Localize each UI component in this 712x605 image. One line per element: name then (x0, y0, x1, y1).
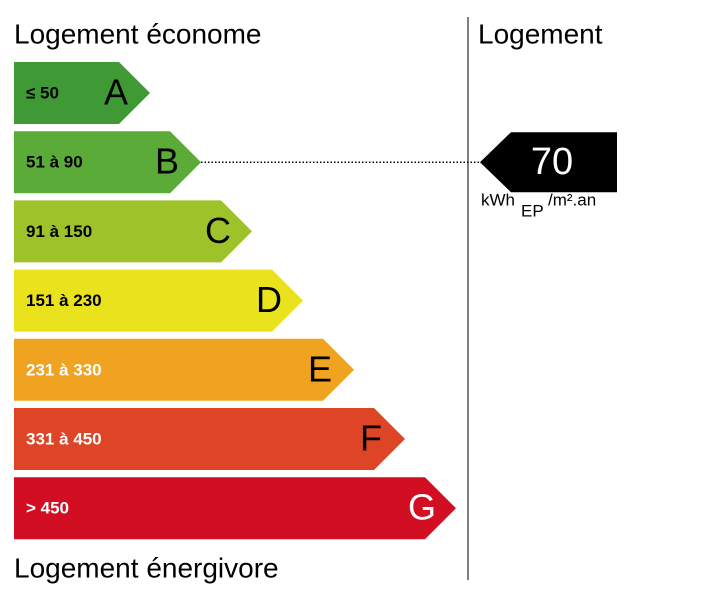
class-range: 231 à 330 (26, 360, 102, 379)
class-bar (14, 200, 252, 263)
class-letter: B (155, 141, 179, 182)
class-range: > 450 (26, 499, 69, 518)
class-bar (14, 338, 354, 401)
unit-suffix: /m².an (548, 190, 596, 209)
class-range: 91 à 150 (26, 222, 92, 241)
footer-left: Logement énergivore (14, 552, 279, 583)
class-letter: A (104, 72, 128, 113)
class-bar (14, 62, 150, 124)
class-bar (14, 269, 303, 332)
class-letter: E (308, 348, 332, 389)
class-letter: C (205, 210, 231, 251)
class-range: 331 à 450 (26, 429, 102, 448)
marker-arrow (480, 132, 617, 193)
header-right: Logement (478, 18, 603, 49)
unit: kWh (481, 190, 515, 209)
class-bar (14, 408, 405, 470)
class-letter: F (360, 418, 382, 459)
class-letter: D (256, 279, 282, 320)
class-range: ≤ 50 (26, 83, 59, 102)
class-letter: G (408, 487, 436, 528)
class-range: 151 à 230 (26, 291, 102, 310)
class-range: 51 à 90 (26, 153, 83, 172)
marker-value: 70 (531, 141, 573, 183)
class-bar (14, 477, 456, 540)
header-left: Logement économe (14, 18, 262, 49)
class-bar (14, 131, 201, 194)
unit-subscript: EP (521, 201, 544, 220)
